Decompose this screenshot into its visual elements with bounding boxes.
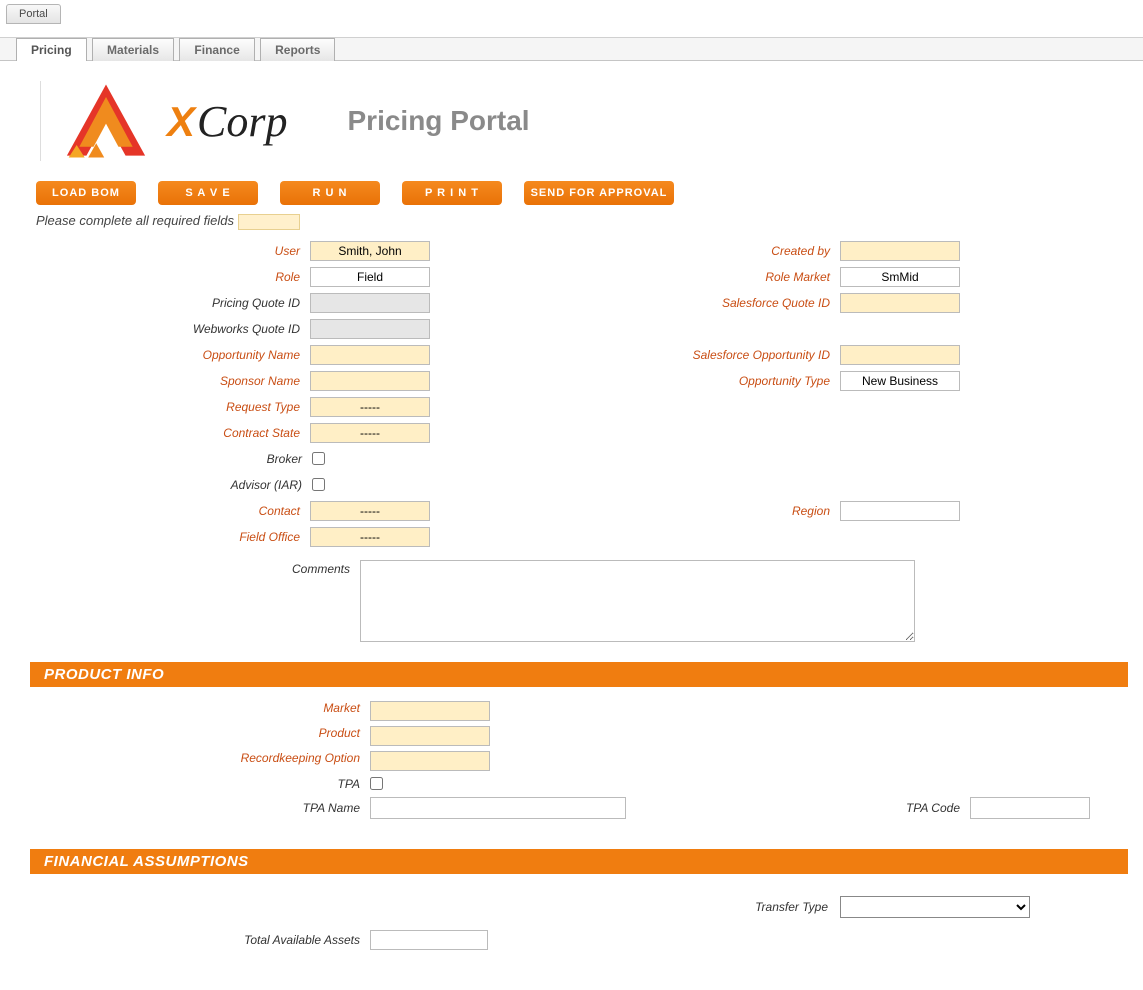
tab-reports[interactable]: Reports bbox=[260, 38, 335, 61]
broker-checkbox[interactable] bbox=[312, 452, 325, 465]
salesforce-opp-id-label: Salesforce Opportunity ID bbox=[570, 348, 840, 362]
transfer-type-select[interactable] bbox=[840, 896, 1030, 918]
header: XCorp Pricing Portal bbox=[40, 81, 1128, 161]
tab-materials[interactable]: Materials bbox=[92, 38, 174, 61]
total-assets-row: Total Available Assets bbox=[30, 930, 500, 950]
user-input[interactable] bbox=[310, 241, 430, 261]
logo-icon bbox=[61, 81, 151, 161]
tpa-code-input[interactable] bbox=[970, 797, 1090, 819]
tabs-row: Pricing Materials Finance Reports bbox=[0, 38, 1143, 61]
tab-finance[interactable]: Finance bbox=[179, 38, 254, 61]
product-grid: Market Product Recordkeeping Option bbox=[30, 701, 1128, 771]
opportunity-name-input[interactable] bbox=[310, 345, 430, 365]
save-button[interactable]: S A V E bbox=[158, 181, 258, 205]
page-title: Pricing Portal bbox=[348, 105, 530, 137]
region-label: Region bbox=[570, 504, 840, 518]
field-office-input[interactable] bbox=[310, 527, 430, 547]
request-type-label: Request Type bbox=[40, 400, 310, 414]
print-button[interactable]: P R I N T bbox=[402, 181, 502, 205]
role-label: Role bbox=[40, 270, 310, 284]
contact-label: Contact bbox=[40, 504, 310, 518]
transfer-type-label: Transfer Type bbox=[755, 900, 840, 914]
recordkeeping-label: Recordkeeping Option bbox=[30, 751, 370, 771]
webworks-quote-id-input bbox=[310, 319, 430, 339]
load-bom-button[interactable]: LOAD BOM bbox=[36, 181, 136, 205]
section-financial-assumptions: FINANCIAL ASSUMPTIONS bbox=[30, 849, 1128, 874]
created-by-label: Created by bbox=[570, 244, 840, 258]
tpa-checkbox[interactable] bbox=[370, 777, 383, 790]
advisor-checkbox[interactable] bbox=[312, 478, 325, 491]
market-input[interactable] bbox=[370, 701, 490, 721]
market-label: Market bbox=[30, 701, 370, 721]
user-label: User bbox=[40, 244, 310, 258]
request-type-input[interactable] bbox=[310, 397, 430, 417]
role-market-input[interactable] bbox=[840, 267, 960, 287]
logo-text: XCorp bbox=[167, 96, 288, 147]
salesforce-quote-id-label: Salesforce Quote ID bbox=[570, 296, 840, 310]
comments-row: Comments bbox=[40, 560, 940, 642]
salesforce-opp-id-input[interactable] bbox=[840, 345, 960, 365]
sponsor-name-label: Sponsor Name bbox=[40, 374, 310, 388]
tpa-label: TPA bbox=[30, 777, 370, 791]
broker-label: Broker bbox=[40, 452, 312, 466]
opportunity-type-label: Opportunity Type bbox=[570, 374, 840, 388]
section-product-info: PRODUCT INFO bbox=[30, 662, 1128, 687]
sponsor-name-input[interactable] bbox=[310, 371, 430, 391]
logo: XCorp bbox=[40, 81, 288, 161]
opportunity-type-input[interactable] bbox=[840, 371, 960, 391]
tpa-check-row: TPA bbox=[30, 777, 500, 791]
tpa-name-label: TPA Name bbox=[30, 801, 370, 815]
tpa-code-label: TPA Code bbox=[906, 801, 970, 815]
role-input[interactable] bbox=[310, 267, 430, 287]
region-input[interactable] bbox=[840, 501, 960, 521]
tpa-name-row: TPA Name TPA Code bbox=[30, 797, 1090, 819]
total-assets-label: Total Available Assets bbox=[30, 933, 370, 947]
tab-pricing[interactable]: Pricing bbox=[16, 38, 87, 61]
contract-state-label: Contract State bbox=[40, 426, 310, 440]
portal-tab[interactable]: Portal bbox=[6, 4, 61, 24]
contact-input[interactable] bbox=[310, 501, 430, 521]
field-office-label: Field Office bbox=[40, 530, 310, 544]
tpa-name-input[interactable] bbox=[370, 797, 626, 819]
advisor-label: Advisor (IAR) bbox=[40, 478, 312, 492]
transfer-type-row: Transfer Type bbox=[30, 896, 1030, 918]
form-grid: User Created by Role Role Market Pricing… bbox=[40, 240, 960, 548]
webworks-quote-id-label: Webworks Quote ID bbox=[40, 322, 310, 336]
button-row: LOAD BOM S A V E R U N P R I N T SEND FO… bbox=[36, 181, 1128, 205]
recordkeeping-input[interactable] bbox=[370, 751, 490, 771]
pricing-quote-id-label: Pricing Quote ID bbox=[40, 296, 310, 310]
send-approval-button[interactable]: SEND FOR APPROVAL bbox=[524, 181, 674, 205]
run-button[interactable]: R U N bbox=[280, 181, 380, 205]
product-label: Product bbox=[30, 726, 370, 746]
spacer bbox=[0, 24, 1143, 38]
comments-textarea[interactable] bbox=[360, 560, 915, 642]
role-market-label: Role Market bbox=[570, 270, 840, 284]
salesforce-quote-id-input[interactable] bbox=[840, 293, 960, 313]
opportunity-name-label: Opportunity Name bbox=[40, 348, 310, 362]
pricing-quote-id-input bbox=[310, 293, 430, 313]
total-assets-input[interactable] bbox=[370, 930, 488, 950]
product-input[interactable] bbox=[370, 726, 490, 746]
comments-label: Comments bbox=[40, 560, 360, 642]
instruction-text: Please complete all required fields bbox=[36, 213, 1128, 230]
created-by-input[interactable] bbox=[840, 241, 960, 261]
contract-state-input[interactable] bbox=[310, 423, 430, 443]
required-sample-box bbox=[238, 214, 300, 230]
